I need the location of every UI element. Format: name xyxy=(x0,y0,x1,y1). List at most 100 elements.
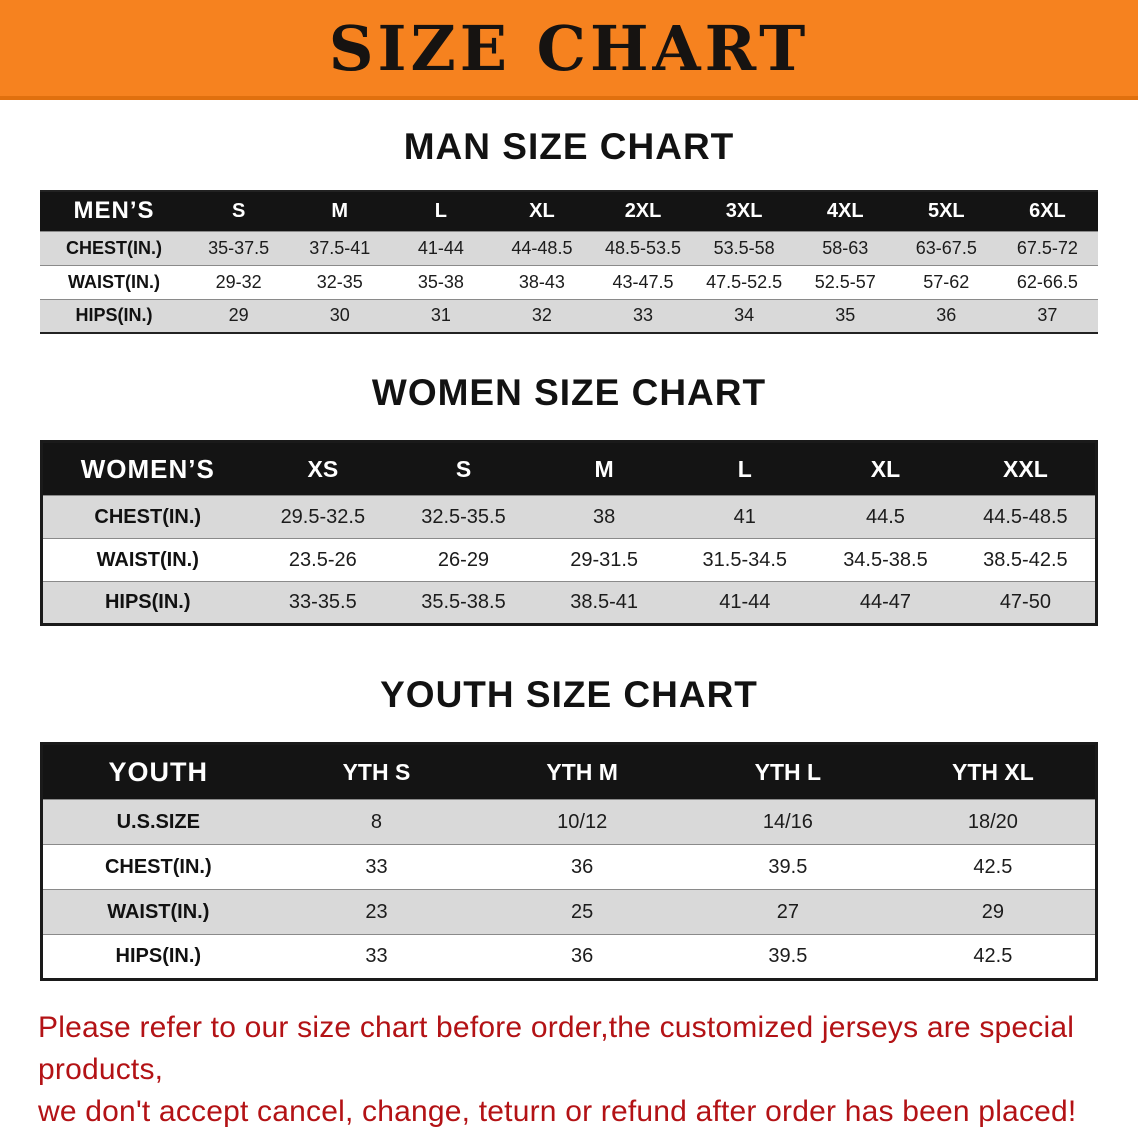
table-cell: 52.5-57 xyxy=(814,271,876,292)
mens-size-table: MEN’S S M L XL 2XL 3XL 4XL 5XL 6XL CHEST(IN.) 35-37… xyxy=(40,190,1098,334)
disclaimer-line-1: Please refer to our size chart before or… xyxy=(38,1011,1075,1086)
column-header: M xyxy=(289,191,391,231)
table-cell: 44.5-48.5 xyxy=(983,505,1068,528)
table-cell: 38.5-41 xyxy=(570,591,639,613)
table-corner-label: MEN’S xyxy=(40,191,189,231)
table-cell: 38.5-42.5 xyxy=(983,548,1068,571)
table-cell: 23 xyxy=(365,900,388,923)
column-header: 2XL xyxy=(592,191,694,231)
table-cell: 37 xyxy=(1037,305,1058,326)
row-label: HIPS(IN.) xyxy=(104,591,191,613)
table-cell: 38 xyxy=(593,505,616,528)
column-header: M xyxy=(533,441,675,496)
column-header: XS xyxy=(252,441,394,496)
table-cell: 35-38 xyxy=(417,271,464,292)
table-cell: 48.5-53.5 xyxy=(605,237,682,258)
table-corner-label: YOUTH xyxy=(41,743,274,800)
column-header: 5XL xyxy=(895,191,997,231)
table-row: WAIST(IN.) 29-32 32-35 35-38 38-43 43-47.5 47.… xyxy=(40,265,1098,299)
disclaimer: Please refer to our size chart before or… xyxy=(38,1007,1100,1133)
mens-section: MAN SIZE CHART MEN’S S M L XL 2XL 3XL 4XL 5XL 6XL… xyxy=(0,126,1138,334)
table-cell: 30 xyxy=(329,305,350,326)
table-cell: 33 xyxy=(365,945,388,967)
column-header: YTH S xyxy=(273,743,480,800)
row-label: CHEST(IN.) xyxy=(66,237,163,258)
banner-title: SIZE CHART xyxy=(328,11,810,85)
table-cell: 33 xyxy=(365,855,388,878)
table-cell: 42.5 xyxy=(973,855,1013,878)
table-cell: 36 xyxy=(571,855,594,878)
column-header: 6XL xyxy=(996,191,1098,231)
table-row: HIPS(IN.) 29 30 31 32 33 34 35 36 37 xyxy=(40,299,1098,333)
table-cell: 29 xyxy=(228,305,249,326)
table-cell: 58-63 xyxy=(822,237,869,258)
column-header: 3XL xyxy=(693,191,795,231)
table-header-row: YOUTH YTH S YTH M YTH L YTH XL xyxy=(41,743,1097,800)
table-cell: 33 xyxy=(633,305,654,326)
youth-size-table: YOUTH YTH S YTH M YTH L YTH XL U.S.SIZE 8 10/12… xyxy=(40,742,1098,981)
table-cell: 36 xyxy=(936,305,957,326)
column-header: L xyxy=(390,191,492,231)
table-cell: 44.5 xyxy=(865,505,905,528)
womens-section: WOMEN SIZE CHART WOMEN’S XS S M L XL XXL CHEST(… xyxy=(0,372,1138,626)
table-cell: 27 xyxy=(776,900,800,923)
row-label: CHEST(IN.) xyxy=(104,855,212,878)
table-cell: 39.5 xyxy=(768,855,808,878)
table-cell: 29-32 xyxy=(215,271,262,292)
size-table: YOUTH YTH S YTH M YTH L YTH XL U.S.SIZE 8 10/12… xyxy=(40,742,1098,981)
column-header: XL xyxy=(491,191,593,231)
size-table: WOMEN’S XS S M L XL XXL CHEST(IN.) 29.5-32.5 32.5… xyxy=(40,440,1098,626)
table-cell: 35 xyxy=(835,305,856,326)
row-label: HIPS(IN.) xyxy=(75,305,153,326)
table-cell: 38-43 xyxy=(518,271,565,292)
table-cell: 26-29 xyxy=(437,548,490,571)
table-cell: 67.5-72 xyxy=(1016,237,1078,258)
column-header: S xyxy=(188,191,290,231)
table-cell: 32.5-35.5 xyxy=(421,505,506,528)
table-cell: 33-35.5 xyxy=(288,591,357,613)
table-cell: 25 xyxy=(571,900,594,923)
table-header-row: WOMEN’S XS S M L XL XXL xyxy=(41,441,1097,496)
table-cell: 39.5 xyxy=(768,945,808,967)
youth-section: YOUTH SIZE CHART YOUTH YTH S YTH M YTH L YTH… xyxy=(0,674,1138,981)
row-label: WAIST(IN.) xyxy=(96,548,199,571)
table-row: U.S.SIZE 8 10/12 14/16 18/20 xyxy=(41,799,1097,845)
table-cell: 37.5-41 xyxy=(309,237,371,258)
table-cell: 47.5-52.5 xyxy=(706,271,783,292)
column-header: L xyxy=(674,441,816,496)
table-row: CHEST(IN.) 35-37.5 37.5-41 41-44 44-48.5 48.5… xyxy=(40,231,1098,265)
table-cell: 35-37.5 xyxy=(208,237,270,258)
table-cell: 10/12 xyxy=(557,810,608,833)
table-cell: 35.5-38.5 xyxy=(421,591,506,613)
table-cell: 18/20 xyxy=(967,810,1018,833)
row-label: WAIST(IN.) xyxy=(107,900,210,923)
table-row: CHEST(IN.) 33 36 39.5 42.5 xyxy=(41,844,1097,890)
table-row: HIPS(IN.) 33 36 39.5 42.5 xyxy=(41,934,1097,980)
table-cell: 32-35 xyxy=(316,271,363,292)
row-label: CHEST(IN.) xyxy=(94,505,202,528)
table-header-row: MEN’S S M L XL 2XL 3XL 4XL 5XL 6XL xyxy=(40,191,1098,231)
table-cell: 44-48.5 xyxy=(511,237,573,258)
column-header: 4XL xyxy=(794,191,896,231)
column-header: XL xyxy=(815,441,956,496)
table-cell: 42.5 xyxy=(973,945,1013,967)
table-cell: 31 xyxy=(430,305,451,326)
column-header: XXL xyxy=(955,441,1097,496)
banner: SIZE CHART xyxy=(0,0,1138,100)
table-cell: 34 xyxy=(734,305,755,326)
column-header: YTH XL xyxy=(890,743,1097,800)
size-table: MEN’S S M L XL 2XL 3XL 4XL 5XL 6XL CHEST(IN.) 35-37… xyxy=(40,190,1098,334)
table-row: CHEST(IN.) 29.5-32.5 32.5-35.5 38 41 44.5 44.5… xyxy=(41,495,1097,539)
column-header: YTH M xyxy=(479,743,686,800)
disclaimer-line-2: we don't accept cancel, change, teturn o… xyxy=(38,1095,1077,1128)
table-cell: 29-31.5 xyxy=(570,548,639,571)
row-label: U.S.SIZE xyxy=(116,810,200,833)
table-cell: 8 xyxy=(370,810,383,833)
table-cell: 44-47 xyxy=(859,591,912,613)
table-cell: 34.5-38.5 xyxy=(843,548,928,571)
table-cell: 47-50 xyxy=(999,591,1051,613)
column-header: YTH L xyxy=(685,743,891,800)
womens-size-table: WOMEN’S XS S M L XL XXL CHEST(IN.) 29.5-32.5 32.5… xyxy=(40,440,1098,626)
row-label: HIPS(IN.) xyxy=(115,945,202,967)
